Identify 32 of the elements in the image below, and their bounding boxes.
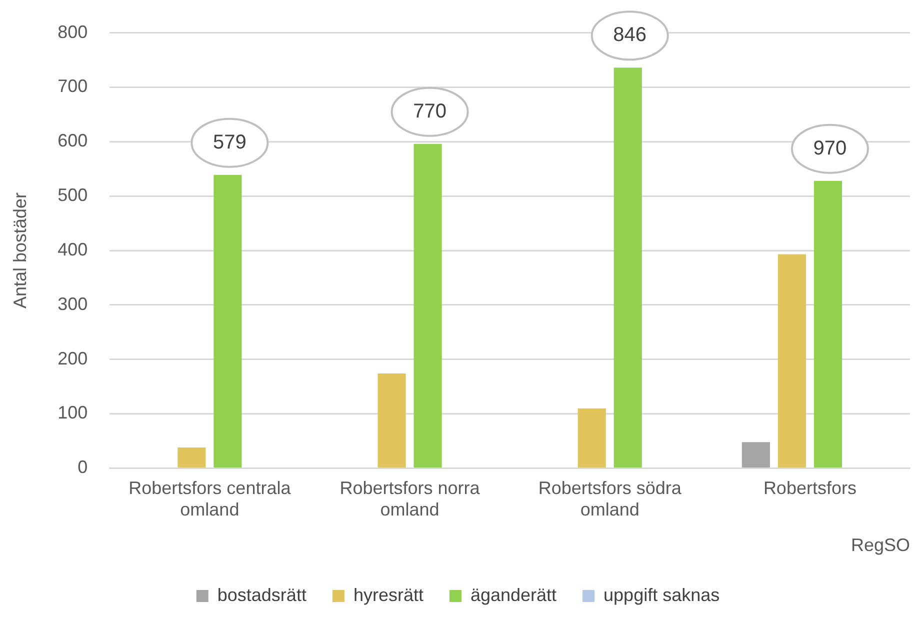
legend-label: uppgift saknas [604, 584, 720, 605]
y-tick-label: 200 [58, 348, 88, 368]
bar [178, 448, 206, 468]
x-tick-label: Robertsfors norra omland [340, 478, 481, 520]
bar [814, 180, 842, 468]
total-label: 579 [212, 131, 246, 154]
x-tick-label: Robertsfors södra omland [538, 478, 682, 520]
y-tick-label: 100 [58, 402, 88, 423]
y-tick-label: 800 [58, 22, 88, 42]
x-axis-title: RegSO [850, 535, 910, 556]
x-tick-label: Robertsfors centrala omland [128, 478, 292, 520]
legend-label: hyresrätt [353, 584, 424, 605]
total-label: 970 [813, 137, 847, 160]
y-tick-label: 700 [58, 76, 88, 96]
bar [578, 408, 606, 468]
y-tick-label: 400 [58, 239, 88, 260]
y-tick-label: 0 [78, 457, 88, 478]
bar [214, 174, 242, 468]
y-tick-label: 600 [58, 130, 88, 151]
legend-label: äganderätt [470, 584, 557, 605]
y-tick-label: 500 [58, 185, 88, 206]
bar [778, 254, 806, 468]
legend-label: bostadsrätt [217, 584, 306, 605]
bar [614, 68, 642, 468]
y-tick-label: 300 [58, 294, 88, 314]
bar [378, 374, 406, 468]
bar [742, 442, 770, 468]
total-label: 846 [613, 24, 647, 46]
y-axis-title: Antal bostäder [10, 192, 30, 309]
total-label: 770 [413, 100, 446, 122]
bar [414, 144, 442, 468]
x-tick-label: Robertsfors [763, 478, 856, 498]
